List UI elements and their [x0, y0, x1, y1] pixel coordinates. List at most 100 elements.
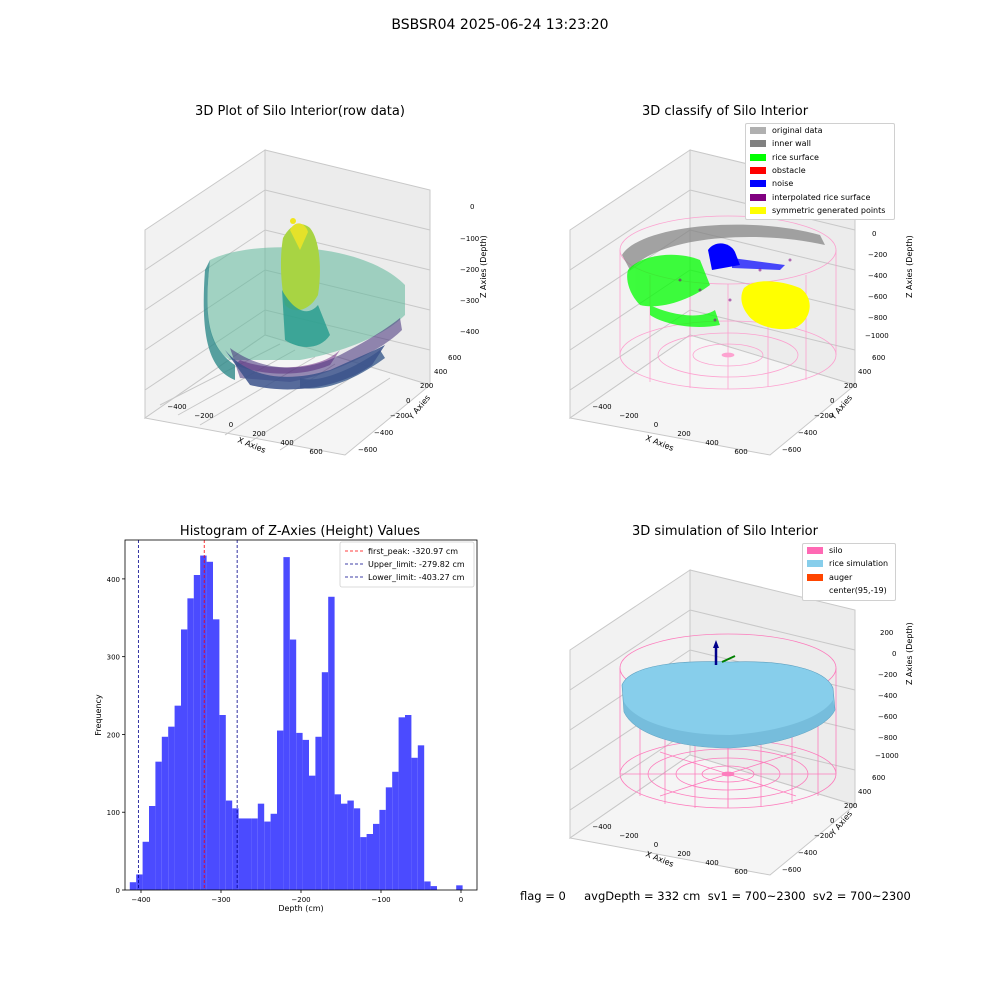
- histogram-bar: [296, 732, 303, 890]
- z-tick: −600: [878, 713, 897, 721]
- z-tick: −1000: [865, 332, 889, 340]
- floor-points: [225, 345, 385, 390]
- histogram-bar: [379, 809, 386, 890]
- y-tick: 600: [448, 354, 461, 362]
- y-tick-label: 300: [107, 654, 120, 662]
- figure-title: BSBSR04 2025-06-24 13:23:20: [391, 17, 609, 33]
- histogram-bar: [136, 874, 143, 890]
- histogram-bar: [373, 823, 380, 890]
- legend-lower-limit: Lower_limit: -403.27 cm: [368, 573, 465, 582]
- z-tick: −100: [460, 235, 479, 243]
- auger: [713, 640, 736, 665]
- z-tick: −400: [868, 272, 887, 280]
- z-tick-labels: 200 0 −200 −400 −600 −800 −1000: [875, 629, 899, 760]
- histogram-bar: [385, 787, 393, 890]
- histogram-bar: [315, 736, 322, 890]
- legend-label: auger: [829, 572, 853, 582]
- histogram-bar: [251, 818, 258, 890]
- legend-item: obstacle: [746, 164, 894, 177]
- histogram-reference-lines: [137, 540, 238, 890]
- y-tick: 200: [844, 802, 857, 810]
- z-tick: −400: [460, 328, 479, 336]
- x-tick-labels: −400 −200 0 200 400 600: [592, 403, 747, 456]
- legend-swatch: [750, 180, 766, 188]
- z-axis-label: Z Axies (Depth): [905, 622, 914, 685]
- y-tick: −400: [798, 849, 817, 857]
- legend-item: symmetric generated points: [746, 204, 894, 217]
- z-tick-labels: 0 −100 −200 −300 −400: [460, 203, 479, 336]
- x-tick-labels: −400 −200 0 200 400 600: [167, 403, 322, 456]
- y-tick: 400: [858, 788, 871, 796]
- x-tick-label: −400: [131, 896, 150, 904]
- histogram-bar: [411, 757, 418, 890]
- histogram-bar: [257, 803, 265, 890]
- histogram-bar: [456, 885, 463, 890]
- x-tick: 600: [734, 448, 747, 456]
- histogram-bar: [289, 639, 297, 890]
- histogram-bar: [181, 629, 188, 890]
- y-tick: 0: [830, 817, 834, 825]
- legend-label: interpolated rice surface: [772, 192, 871, 202]
- legend-upper-limit: Upper_limit: -279.82 cm: [368, 560, 465, 569]
- histogram-bar: [360, 837, 367, 890]
- x-tick-label: −200: [291, 896, 310, 904]
- y-tick: −200: [390, 412, 409, 420]
- legend-swatch: [807, 573, 823, 581]
- y-tick-labels: 600 400 200 0 −200 −400 −600: [782, 354, 885, 454]
- rice-peak-points: [280, 218, 330, 347]
- z-tick: 0: [872, 230, 876, 238]
- simulation-3d-plot: −400 −200 0 200 400 600 X Axies 600 400 …: [568, 569, 914, 876]
- histogram-bar: [225, 800, 233, 890]
- noise-points: [708, 243, 785, 270]
- x-tick: 600: [309, 448, 322, 456]
- z-tick: 200: [880, 629, 893, 637]
- legend-item: rice surface: [746, 151, 894, 164]
- legend-swatch: [750, 127, 766, 135]
- histogram-bar: [334, 794, 341, 890]
- histogram-bar: [277, 730, 284, 890]
- y-tick: 200: [844, 382, 857, 390]
- y-tick: −600: [782, 866, 801, 874]
- inner-wall-points: [622, 224, 825, 270]
- histogram-bars: [129, 555, 463, 890]
- x-tick: −200: [619, 832, 638, 840]
- histogram-bar: [129, 882, 137, 890]
- x-tick-label: −300: [211, 896, 230, 904]
- x-ticks: −400 −300 −200 −100 0: [131, 890, 463, 904]
- histogram-chart: −400 −300 −200 −100 0 0 100 200 300 400 Depth (c…: [94, 539, 478, 913]
- silo-wireframe: [619, 215, 837, 390]
- x-tick: 200: [252, 430, 265, 438]
- y-tick-labels: 600 400 200 0 −200 −400 −600: [358, 354, 461, 454]
- x-tick: 400: [280, 439, 293, 447]
- y-tick: 0: [406, 397, 410, 405]
- legend-label: center(95,-19): [829, 586, 887, 596]
- x-tick: 0: [654, 421, 658, 429]
- z-tick: −300: [460, 297, 479, 305]
- legend-label: symmetric generated points: [772, 205, 886, 215]
- x-tick-labels: −400 −200 0 200 400 600: [592, 823, 747, 876]
- x-tick: 200: [677, 430, 690, 438]
- panel-title-histogram: Histogram of Z-Axies (Height) Values: [179, 524, 421, 539]
- legend-first-peak: first_peak: -320.97 cm: [368, 547, 458, 556]
- legend-item: auger: [803, 571, 895, 584]
- x-tick: 600: [734, 868, 747, 876]
- histogram-bar: [328, 596, 335, 890]
- z-tick: −200: [878, 671, 897, 679]
- legend-item: silo: [803, 544, 895, 557]
- z-tick: 0: [892, 650, 896, 658]
- histogram-bar: [392, 771, 399, 890]
- y-tick-labels: 600 400 200 0 −200 −400 −600: [782, 774, 885, 874]
- legend-item: center(95,-19): [803, 584, 895, 597]
- histogram-bar: [155, 761, 162, 890]
- histogram-bar: [219, 715, 226, 890]
- symmetric-generated-points: [741, 281, 810, 330]
- z-axis-label: Z Axies (Depth): [479, 235, 488, 298]
- classify-3d-plot: −400 −200 0 200 400 600 X Axies 600 400 …: [568, 149, 914, 456]
- y-tick-label: 100: [107, 809, 120, 817]
- histogram-bar: [424, 881, 431, 890]
- histogram-bar: [341, 803, 348, 890]
- legend-label: rice surface: [772, 152, 819, 162]
- x-tick: −200: [194, 412, 213, 420]
- x-tick: −400: [592, 403, 611, 411]
- y-axis-label: Frequency: [94, 694, 103, 736]
